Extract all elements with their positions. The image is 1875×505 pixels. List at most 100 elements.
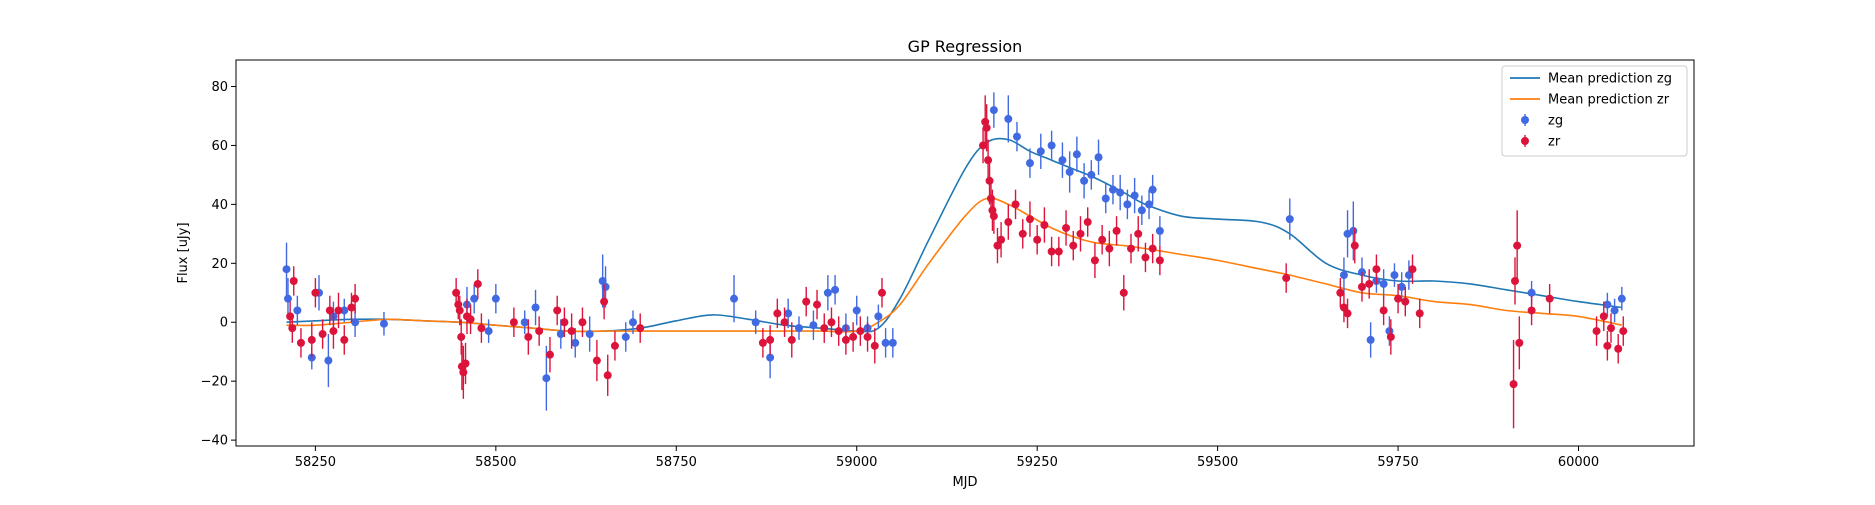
zr-marker (984, 156, 993, 165)
zr-point (1603, 331, 1612, 361)
zg-point (1148, 174, 1157, 205)
zg-point (340, 298, 349, 323)
zr-point (329, 313, 338, 349)
zg-point (852, 295, 861, 326)
zg-point (1047, 130, 1056, 161)
zr-point (827, 307, 836, 337)
x-tick-label: 59750 (1377, 455, 1418, 470)
zr-marker (288, 324, 297, 333)
zr-marker (553, 306, 562, 315)
zg-point (989, 92, 998, 128)
zr-point (1614, 334, 1623, 364)
y-tick-label: 20 (211, 257, 228, 272)
zr-marker (1619, 327, 1628, 336)
zr-marker (802, 297, 811, 306)
legend-label: Mean prediction zr (1548, 93, 1670, 108)
zr-point (289, 266, 298, 296)
zr-point (834, 316, 843, 346)
zg-point (571, 328, 580, 358)
zr-marker (1614, 344, 1623, 353)
zr-point (340, 325, 349, 355)
zg-point (1080, 163, 1089, 199)
zr-point (1025, 201, 1034, 237)
zr-marker (1336, 288, 1345, 297)
zg-marker (1527, 288, 1536, 297)
zr-marker (766, 335, 775, 344)
zr-point (318, 319, 327, 349)
zg-point (730, 275, 739, 323)
legend-box (1501, 65, 1688, 157)
zg-point (1137, 195, 1146, 226)
zr-point (997, 222, 1006, 258)
zr-point (787, 322, 796, 358)
zr-marker (1509, 380, 1518, 389)
zg-point (1155, 216, 1164, 246)
zr-marker (325, 306, 334, 315)
zr-point (535, 316, 544, 346)
zr-point (636, 313, 645, 343)
zg-point (556, 319, 565, 349)
zr-point (1357, 272, 1366, 302)
y-tick-label: 60 (211, 139, 228, 154)
zr-point (1619, 316, 1628, 346)
zr-marker (813, 300, 822, 309)
zr-marker (311, 288, 320, 297)
zr-point (603, 354, 612, 396)
zr-marker (773, 309, 782, 318)
zr-marker (1599, 312, 1608, 321)
zr-point (841, 325, 850, 355)
zg-marker (784, 309, 793, 318)
zr-point (1515, 316, 1524, 370)
zg-marker (340, 306, 349, 315)
zg-marker (1012, 132, 1021, 141)
zr-marker (1033, 235, 1042, 244)
legend-item-zg: zg (1521, 114, 1563, 129)
zr-marker (1083, 218, 1092, 227)
zr-marker (1386, 332, 1395, 341)
zr-marker (329, 327, 338, 336)
zr-marker (1606, 324, 1615, 333)
zr-marker (455, 306, 464, 315)
zg-marker (874, 312, 883, 321)
y-tick-label: −40 (201, 434, 228, 449)
zr-point (334, 292, 343, 329)
zg-point (1036, 133, 1045, 170)
zr-point (870, 328, 879, 364)
zr-point (877, 278, 886, 308)
zg-marker (1155, 226, 1164, 235)
zr-marker (351, 294, 360, 303)
zg-marker (585, 330, 594, 339)
zg-marker (1285, 215, 1294, 224)
zr-marker (296, 338, 305, 347)
legend-item-mean-prediction-zg: Mean prediction zg (1510, 72, 1672, 87)
zr-marker (545, 350, 554, 359)
zg-marker (520, 318, 529, 327)
zr-marker (877, 288, 886, 297)
legend-label: Mean prediction zg (1548, 72, 1672, 87)
zg-marker (1072, 150, 1081, 159)
zr-marker (827, 318, 836, 327)
zr-point (1033, 225, 1042, 255)
zg-marker (531, 303, 540, 312)
zr-point (1098, 225, 1107, 255)
y-axis: −40 −20 0 20 40 60 80 (201, 80, 236, 449)
zg-point (751, 310, 760, 335)
zg-point (1366, 322, 1375, 358)
y-axis-label: Flux [uJy] (176, 222, 191, 283)
zr-marker (841, 335, 850, 344)
zr-marker (1379, 306, 1388, 315)
zr-point (1599, 301, 1608, 332)
zg-marker (283, 294, 292, 303)
zr-marker (524, 332, 533, 341)
zr-marker (993, 241, 1002, 250)
zr-marker (820, 324, 829, 333)
zr-marker (758, 338, 767, 347)
zr-point (545, 336, 554, 373)
zg-marker (484, 327, 493, 336)
zg-marker (1087, 170, 1096, 179)
zr-point (1083, 207, 1092, 237)
zg-marker (1004, 114, 1013, 123)
zg-marker (831, 285, 840, 294)
plot-content (282, 92, 1628, 429)
x-tick-label: 59250 (1016, 455, 1057, 470)
